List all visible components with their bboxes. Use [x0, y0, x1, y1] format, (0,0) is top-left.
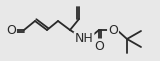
Text: O: O	[108, 23, 118, 36]
Text: O: O	[6, 23, 16, 36]
Text: O: O	[94, 40, 104, 53]
Text: NH: NH	[75, 33, 93, 46]
